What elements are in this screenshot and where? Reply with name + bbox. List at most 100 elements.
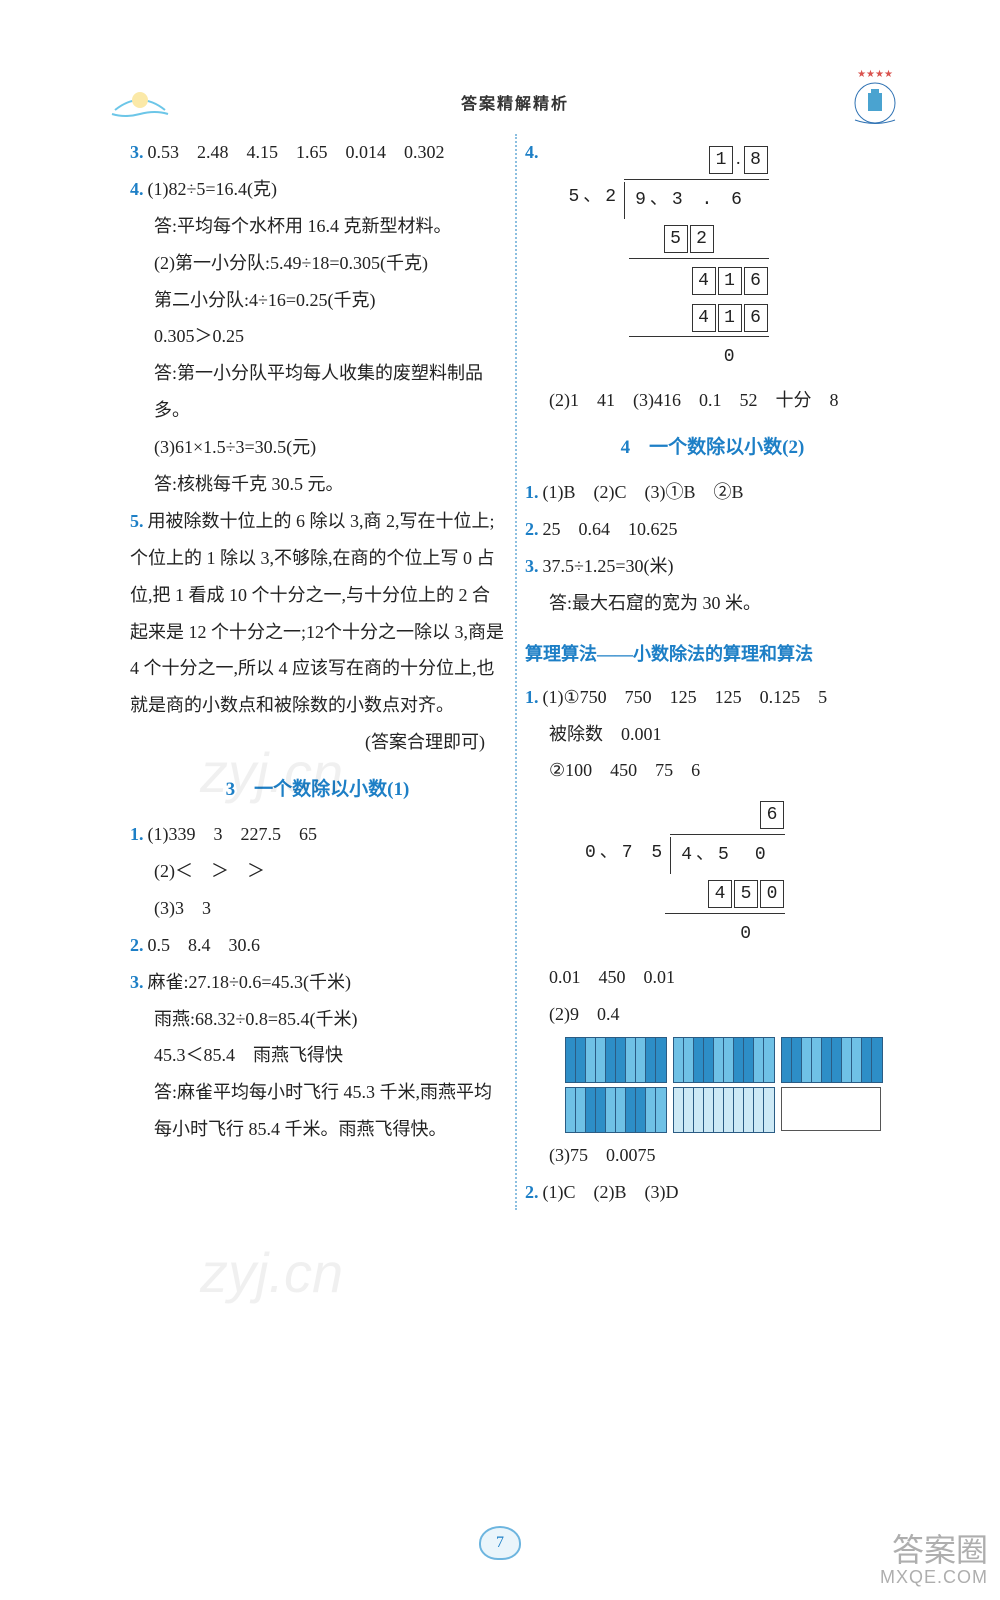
s5-q1-num: 1. xyxy=(525,687,539,707)
s4-q2-num: 2. xyxy=(525,519,539,539)
ld1-quotient: 1.8 xyxy=(708,140,769,177)
shaded-grid-figure xyxy=(565,1037,900,1133)
page-number-badge: 7 xyxy=(479,1526,521,1560)
s4-q2: 2.25 0.64 10.625 xyxy=(525,511,900,548)
s3-q1-3-text: (3)3 3 xyxy=(130,890,505,927)
ld1-q-d0: 1 xyxy=(709,146,733,174)
svg-text:★★★★: ★★★★ xyxy=(857,69,893,80)
ld2-r2-1: 5 xyxy=(734,880,758,908)
s4-q3a-text: 37.5÷1.25=30(米) xyxy=(543,556,674,576)
q4-1-text: (1)82÷5=16.4(克) xyxy=(148,179,278,199)
q4-2d: 答:第一小分队平均每人收集的废塑料制品多。 xyxy=(130,355,505,429)
grid-block-empty xyxy=(781,1087,881,1131)
s4-q3a: 3.37.5÷1.25=30(米) xyxy=(525,548,900,585)
grid-block xyxy=(781,1037,883,1083)
ld1-r2-1: 2 xyxy=(690,225,714,253)
s5-extra: 0.01 450 0.01 xyxy=(525,959,900,996)
r-q4-row: 4. 1.8 5、2 9、3 . 6 xyxy=(525,134,900,382)
ld1-r4-0: 4 xyxy=(692,304,716,332)
s5-q1-2: ②100 450 75 6 xyxy=(525,752,900,789)
s5-q1-1b: 被除数 0.001 xyxy=(525,716,900,753)
s4-q3-num: 3. xyxy=(525,556,539,576)
q5: 5.用被除数十位上的 6 除以 3,商 2,写在十位上;个位上的 1 除以 3,… xyxy=(130,503,505,724)
ld1-q-d1: 8 xyxy=(744,146,768,174)
column-divider xyxy=(515,134,517,1210)
ld2-row2: 450 xyxy=(707,874,785,911)
q3-text: 0.53 2.48 4.15 1.65 0.014 0.302 xyxy=(148,142,445,162)
section-4-title: 4 一个数除以小数(2) xyxy=(525,429,900,468)
s4-q1-text: (1)B (2)C (3)①B ②B xyxy=(543,482,744,502)
s3-q3c: 45.3＜85.4 雨燕飞得快 xyxy=(130,1037,505,1074)
q3-num: 3. xyxy=(130,142,144,162)
ld1-r3-1: 1 xyxy=(718,267,742,295)
s3-q2-text: 0.5 8.4 30.6 xyxy=(148,935,261,955)
q4-1a: 答:平均每个水杯用 16.4 克新型材料。 xyxy=(130,208,505,245)
ld2-rem: 0 xyxy=(740,916,785,953)
two-column-layout: 3.0.53 2.48 4.15 1.65 0.014 0.302 4.(1)8… xyxy=(130,134,900,1210)
s5-q1-2b: (2)9 0.4 xyxy=(549,1004,620,1024)
q4-2b: 第二小分队:4÷16=0.25(千克) xyxy=(130,282,505,319)
page-number: 7 xyxy=(479,1526,521,1560)
ld2-quotient: 6 xyxy=(759,795,785,832)
q4-2a: (2)第一小分队:5.49÷18=0.305(千克) xyxy=(130,245,505,282)
grid-block xyxy=(565,1087,667,1133)
ld1-divisor: 5、2 xyxy=(569,179,621,216)
ld2-q-0: 6 xyxy=(760,801,784,829)
sunrise-icon xyxy=(110,70,170,120)
ld1-r4-2: 6 xyxy=(744,304,768,332)
r-q4-num: 4. xyxy=(525,134,539,171)
s3-q1-1-text: (1)339 3 227.5 65 xyxy=(148,824,318,844)
ld1-row4: 416 xyxy=(691,298,769,335)
s5-q1-3: (3)75 0.0075 xyxy=(525,1137,900,1174)
ld1-row3: 416 xyxy=(691,261,769,298)
ld1-q-dot: . xyxy=(734,148,743,168)
long-division-2: 6 0、7 5 4、5 0 450 0 xyxy=(585,795,785,953)
s3-q3a-text: 麻雀:27.18÷0.6=45.3(千米) xyxy=(148,972,352,992)
s5-q2-num: 2. xyxy=(525,1182,539,1202)
ld2-divisor: 0、7 5 xyxy=(585,835,666,872)
s5-q2: 2.(1)C (2)B (3)D xyxy=(525,1174,900,1211)
section-3-title: 3 一个数除以小数(1) xyxy=(130,771,505,810)
grid-block xyxy=(673,1037,775,1083)
s3-q3-num: 3. xyxy=(130,972,144,992)
s3-q2-num: 2. xyxy=(130,935,144,955)
source-watermark: 答案圈 MXQE.COM xyxy=(880,1533,988,1588)
s5-q1-1: 1.(1)①750 750 125 125 0.125 5 xyxy=(525,679,900,716)
s3-q1-num: 1. xyxy=(130,824,144,844)
source-line1: 答案圈 xyxy=(880,1533,988,1568)
ld1-row2: 52 xyxy=(663,219,715,256)
s4-q3b: 答:最大石窟的宽为 30 米。 xyxy=(525,585,900,622)
ld2-dividend: 4、5 0 xyxy=(670,837,785,874)
ld2-dividend-text: 4、5 0 xyxy=(681,845,769,865)
s3-q3d: 答:麻雀平均每小时飞行 45.3 千米,雨燕平均每小时飞行 85.4 千米。雨燕… xyxy=(130,1074,505,1148)
ld1-rem: 0 xyxy=(724,339,769,376)
s4-q1-num: 1. xyxy=(525,482,539,502)
q4-num: 4. xyxy=(130,179,144,199)
source-line2: MXQE.COM xyxy=(880,1568,988,1588)
ld1-r3-0: 4 xyxy=(692,267,716,295)
s5-q2-text: (1)C (2)B (3)D xyxy=(543,1182,679,1202)
page-root: ★★★★ 答案精解精析 3.0.53 2.48 4.15 1.65 0.014 … xyxy=(0,0,1000,1270)
badge-icon: ★★★★ xyxy=(840,65,910,130)
page-header: 答案精解精析 xyxy=(130,90,900,114)
ld2-r2-2: 0 xyxy=(760,880,784,908)
ld1-r4-1: 1 xyxy=(718,304,742,332)
s5-q1-2b-wrap: (2)9 0.4 xyxy=(525,996,900,1033)
q5-text: 用被除数十位上的 6 除以 3,商 2,写在十位上;个位上的 1 除以 3,不够… xyxy=(130,511,504,715)
right-column: 4. 1.8 5、2 9、3 . 6 xyxy=(525,134,900,1210)
left-column: 3.0.53 2.48 4.15 1.65 0.014 0.302 4.(1)8… xyxy=(130,134,505,1210)
grid-block xyxy=(673,1087,775,1133)
ld1-dividend: 9、3 . 6 xyxy=(624,182,768,219)
grid-block xyxy=(565,1037,667,1083)
ld1-r2-0: 5 xyxy=(664,225,688,253)
ld2-r2-0: 4 xyxy=(708,880,732,908)
grid-row-2 xyxy=(565,1087,900,1133)
s4-q2-text: 25 0.64 10.625 xyxy=(543,519,678,539)
q4-2c: 0.305＞0.25 xyxy=(130,318,505,355)
s3-q3a: 3.麻雀:27.18÷0.6=45.3(千米) xyxy=(130,964,505,1001)
section-5-title: 算理算法——小数除法的算理和算法 xyxy=(525,636,900,673)
ld1-dividend-text: 9、3 . 6 xyxy=(635,190,746,210)
q4-1: 4.(1)82÷5=16.4(克) xyxy=(130,171,505,208)
q4-3b: 答:核桃每千克 30.5 元。 xyxy=(130,466,505,503)
s3-q1-2-text: (2)＜ ＞ ＞ xyxy=(130,853,505,890)
